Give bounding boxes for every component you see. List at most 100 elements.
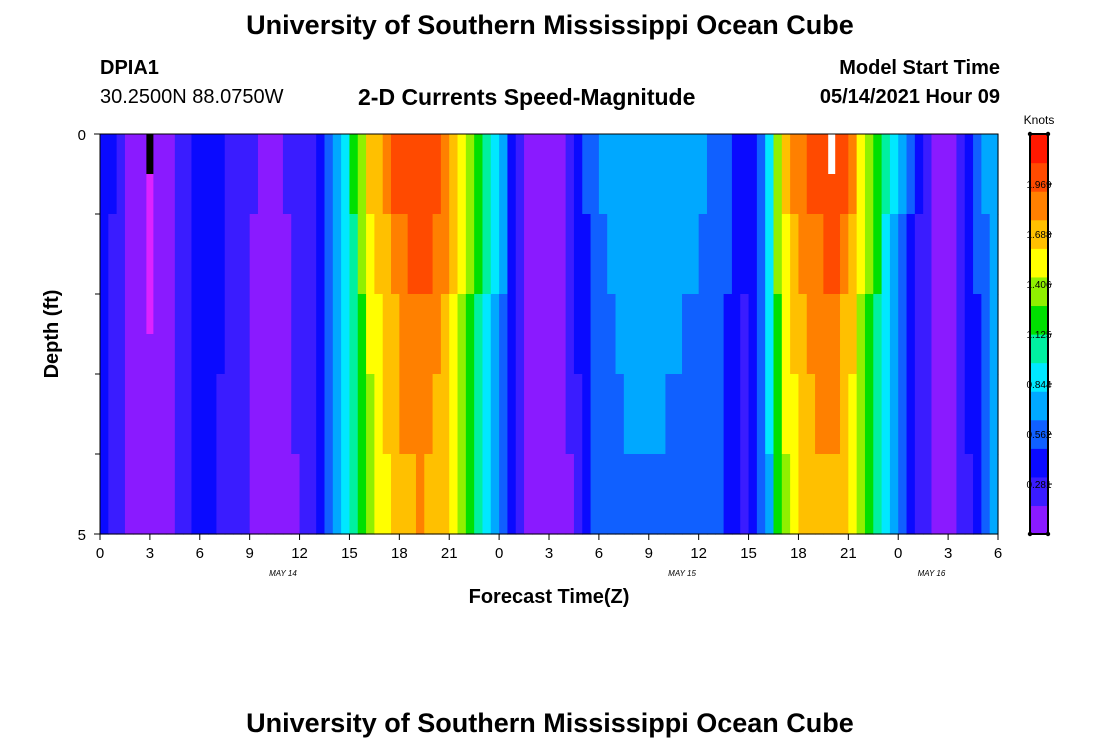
heatmap-cell (191, 294, 201, 375)
heatmap-cell (623, 214, 633, 295)
heatmap-cell (765, 134, 775, 215)
heatmap-cell (657, 134, 667, 215)
heatmap-cell (332, 374, 342, 455)
heatmap-cell (174, 214, 184, 295)
heatmap-cell (906, 294, 916, 375)
heatmap-cell (873, 374, 883, 455)
heatmap-cell (507, 454, 517, 535)
heatmap-cell (282, 134, 292, 215)
heatmap-cell (432, 454, 442, 535)
heatmap-cell (108, 454, 118, 535)
heatmap-cell (415, 374, 425, 455)
heatmap-cell (748, 454, 758, 535)
heatmap-cell (973, 214, 982, 295)
heatmap-cell (923, 214, 933, 295)
heatmap-cell (773, 374, 783, 455)
heatmap-cell (815, 374, 824, 455)
heatmap-cell (415, 454, 425, 535)
heatmap-cell (715, 214, 725, 295)
heatmap-cell (939, 214, 949, 295)
colorbar-segment (1030, 419, 1048, 449)
heatmap-cell (923, 134, 933, 215)
heatmap-cell (391, 374, 400, 455)
heatmap-cell (657, 214, 667, 295)
x-tick-label: 9 (645, 545, 653, 562)
heatmap-cell (224, 294, 234, 375)
heatmap-cell (989, 214, 999, 295)
heatmap-cell (981, 134, 991, 215)
heatmap-cell (241, 134, 251, 215)
heatmap-cell (166, 134, 176, 215)
heatmap-cell (881, 294, 891, 375)
heatmap-cell (906, 374, 916, 455)
heatmap-cell (781, 294, 791, 375)
heatmap-cell (856, 454, 866, 535)
heatmap-cell (399, 454, 409, 535)
heatmap-cell (324, 134, 334, 215)
heatmap-cell (690, 214, 700, 295)
heatmap-cell (166, 374, 176, 455)
heatmap-cell (856, 134, 866, 215)
heatmap-cell (673, 214, 683, 295)
heatmap-cell (798, 134, 808, 215)
heatmap-cell (224, 134, 234, 215)
y-tick-label: 5 (78, 527, 86, 544)
heatmap-cell (698, 454, 708, 535)
heatmap-cell (399, 374, 409, 455)
heatmap-cell (706, 214, 716, 295)
heatmap-cell (457, 374, 467, 455)
heatmap-cell (332, 214, 342, 295)
heatmap-cell (590, 294, 600, 375)
heatmap-cell (948, 294, 958, 375)
heatmap-cell (357, 134, 367, 215)
heatmap-cell (840, 454, 849, 535)
heatmap-cell (931, 214, 941, 295)
heatmap-cell (183, 374, 193, 455)
heatmap-cell (507, 294, 517, 375)
colorbar-tick-label: 1.125 (1026, 330, 1051, 341)
x-tick-label: 12 (291, 545, 308, 562)
heatmap-cell (798, 374, 808, 455)
heatmap-cell (731, 134, 741, 215)
heatmap-cell (706, 134, 716, 215)
heatmap-cell (582, 134, 592, 215)
heatmap-cell (698, 134, 708, 215)
heatmap-cell (332, 454, 342, 535)
heatmap-cell (440, 134, 450, 215)
heatmap-cell (798, 454, 808, 535)
heatmap-cell (623, 294, 633, 375)
heatmap-cell (141, 134, 151, 215)
heatmap-cell (482, 374, 492, 455)
heatmap-cell (981, 214, 991, 295)
heatmap-cell (790, 214, 800, 295)
heatmap-cell (964, 134, 974, 215)
heatmap-cell (948, 214, 958, 295)
heatmap-cell (964, 214, 974, 295)
heatmap-cell (790, 374, 800, 455)
heatmap-cell (773, 294, 783, 375)
heatmap-cell (532, 374, 542, 455)
heatmap-cell (499, 134, 509, 215)
heatmap-cell (199, 134, 209, 215)
heatmap-cell (831, 134, 841, 215)
heatmap-cell (740, 374, 750, 455)
heatmap-cell (307, 134, 317, 215)
heatmap-cell (823, 214, 833, 295)
heatmap-cell (490, 454, 500, 535)
heatmap-cell (540, 214, 550, 295)
heatmap-cell (765, 374, 775, 455)
heatmap-cell (266, 294, 276, 375)
heatmap-cell (424, 214, 434, 295)
heatmap-cell (648, 454, 658, 535)
heatmap-cell (632, 374, 642, 455)
heatmap-cell (407, 214, 417, 295)
heatmap-cell (939, 454, 949, 535)
heatmap-cell (740, 214, 750, 295)
x-tick-label: 6 (595, 545, 603, 562)
heatmap-cell (357, 214, 367, 295)
heatmap-cell (474, 294, 484, 375)
heatmap-cell (607, 454, 617, 535)
heatmap-cell (191, 134, 201, 215)
heatmap-cell (931, 454, 941, 535)
chart-title: 2-D Currents Speed-Magnitude (358, 84, 696, 110)
